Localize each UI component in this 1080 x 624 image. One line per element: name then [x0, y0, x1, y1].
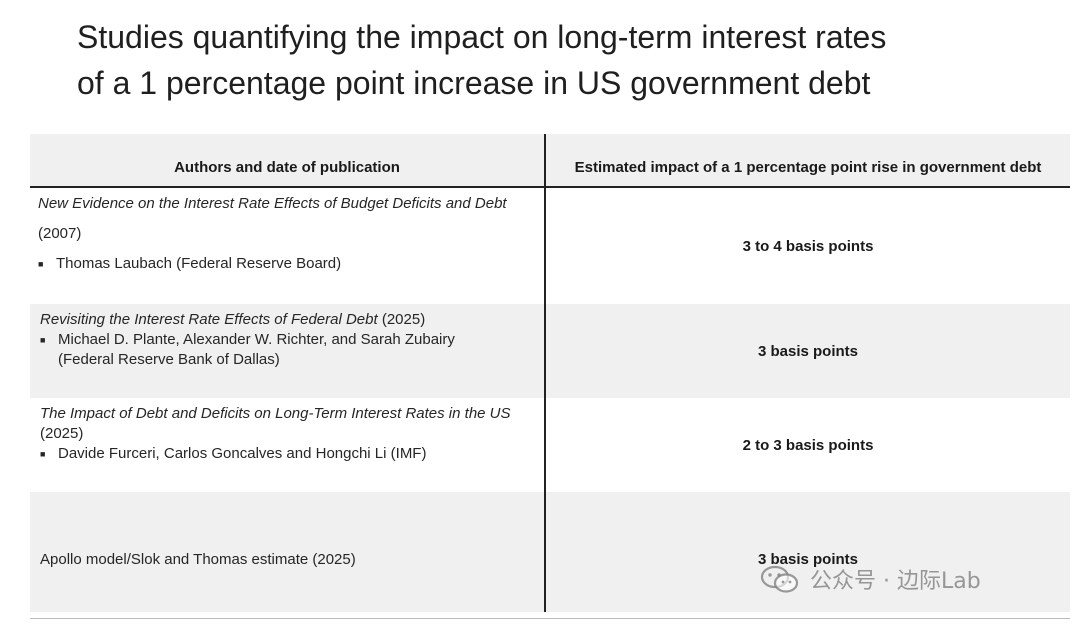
bullet-icon: ■	[40, 335, 46, 345]
header-impact: Estimated impact of a 1 percentage point…	[544, 134, 1070, 186]
title-line-2: of a 1 percentage point increase in US g…	[77, 65, 871, 101]
study-year: (2025)	[377, 311, 426, 328]
bullet-icon: ■	[40, 449, 46, 459]
study-year: (2025)	[40, 425, 84, 442]
wechat-icon	[760, 565, 799, 593]
watermark-text: 公众号 · 边际Lab	[810, 569, 981, 594]
table-row: New Evidence on the Interest Rate Effect…	[30, 188, 1070, 304]
study-cell: Revisiting the Interest Rate Effects of …	[30, 304, 544, 398]
author-list-item: ■ Thomas Laubach (Federal Reserve Board)	[38, 254, 536, 274]
study-cell: The Impact of Debt and Deficits on Long-…	[30, 398, 544, 492]
bullet-icon: ■	[38, 259, 44, 269]
impact-cell: 3 basis points	[544, 304, 1070, 398]
study-title: New Evidence on the Interest Rate Effect…	[38, 195, 507, 212]
header-authors: Authors and date of publication	[174, 158, 400, 176]
table-header: Authors and date of publication Estimate…	[30, 134, 1070, 188]
study-title: The Impact of Debt and Deficits on Long-…	[40, 405, 511, 422]
study-authors: Michael D. Plante, Alexander W. Richter,…	[58, 331, 455, 348]
study-authors: Davide Furceri, Carlos Goncalves and Hon…	[58, 445, 427, 462]
table-row: Revisiting the Interest Rate Effects of …	[30, 304, 1070, 398]
impact-cell: 2 to 3 basis points	[544, 398, 1070, 492]
title-line-1: Studies quantifying the impact on long-t…	[77, 19, 887, 55]
study-affiliation: (Federal Reserve Bank of Dallas)	[58, 351, 280, 368]
page-title: Studies quantifying the impact on long-t…	[77, 14, 977, 106]
author-list-item: ■ Michael D. Plante, Alexander W. Richte…	[40, 330, 536, 370]
watermark: 公众号 · 边际Lab	[760, 562, 981, 596]
study-cell: New Evidence on the Interest Rate Effect…	[30, 188, 544, 304]
impact-cell: 3 to 4 basis points	[544, 188, 1070, 304]
table-row: The Impact of Debt and Deficits on Long-…	[30, 398, 1070, 492]
study-year: (2007)	[38, 225, 82, 242]
study-authors: Thomas Laubach (Federal Reserve Board)	[56, 255, 342, 272]
study-cell: Apollo model/Slok and Thomas estimate (2…	[30, 492, 544, 612]
study-name: Apollo model/Slok and Thomas estimate (2…	[40, 550, 356, 568]
study-title: Revisiting the Interest Rate Effects of …	[40, 311, 378, 328]
studies-table: Authors and date of publication Estimate…	[30, 134, 1070, 612]
author-list-item: ■ Davide Furceri, Carlos Goncalves and H…	[40, 444, 536, 464]
bottom-divider	[30, 618, 1070, 619]
impact-cell: 3 basis points	[544, 492, 1070, 612]
table-row: Apollo model/Slok and Thomas estimate (2…	[30, 492, 1070, 612]
